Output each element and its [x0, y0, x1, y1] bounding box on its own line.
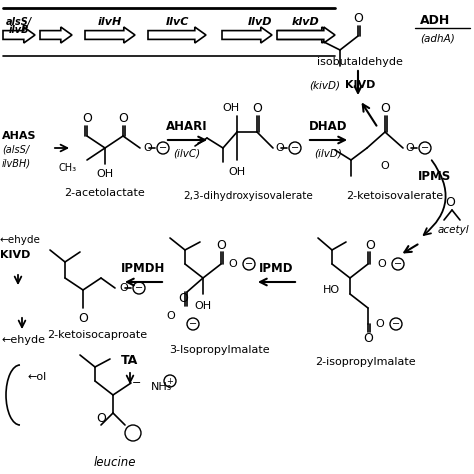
Text: alsS/: alsS/	[6, 17, 32, 27]
Text: AHAS: AHAS	[2, 131, 36, 141]
Text: DHAD: DHAD	[309, 119, 347, 133]
Text: TA: TA	[121, 354, 138, 366]
Text: ←ehyde: ←ehyde	[0, 235, 41, 245]
Polygon shape	[3, 27, 35, 43]
Text: ←ehyde: ←ehyde	[2, 335, 46, 345]
Text: ilvBH): ilvBH)	[2, 158, 31, 168]
Text: klvD: klvD	[292, 17, 320, 27]
FancyArrowPatch shape	[424, 160, 446, 235]
Text: 3-Isopropylmalate: 3-Isopropylmalate	[170, 345, 270, 355]
Text: ADH: ADH	[420, 13, 450, 27]
Text: 2-isopropylmalate: 2-isopropylmalate	[315, 357, 415, 367]
Text: NH₃: NH₃	[151, 382, 173, 392]
Text: −: −	[132, 378, 142, 388]
Text: O: O	[353, 11, 363, 25]
Polygon shape	[85, 27, 135, 43]
Text: O: O	[378, 259, 386, 269]
Polygon shape	[148, 27, 206, 43]
Text: O: O	[228, 259, 237, 269]
Text: (alsS/: (alsS/	[2, 145, 29, 155]
Polygon shape	[278, 27, 333, 43]
Text: O: O	[119, 283, 128, 293]
Text: IPMS: IPMS	[418, 170, 451, 182]
Text: acetyl: acetyl	[437, 225, 469, 235]
Text: −: −	[421, 143, 429, 153]
Text: O: O	[178, 292, 188, 304]
Text: O: O	[118, 111, 128, 125]
Polygon shape	[277, 27, 335, 43]
Text: O: O	[445, 197, 455, 210]
Text: 2-ketoisovalerate: 2-ketoisovalerate	[346, 191, 444, 201]
Polygon shape	[40, 27, 72, 43]
Text: −: −	[135, 283, 143, 293]
Text: isobutaldehyde: isobutaldehyde	[317, 57, 403, 67]
Text: OH: OH	[222, 103, 239, 113]
Text: O: O	[166, 311, 175, 321]
Text: KIVD: KIVD	[345, 80, 375, 90]
Text: −: −	[159, 143, 167, 153]
Text: −: −	[394, 259, 402, 269]
Text: CH₃: CH₃	[59, 163, 77, 173]
Text: O: O	[375, 319, 384, 329]
Text: O: O	[405, 143, 414, 153]
Text: O: O	[143, 143, 152, 153]
Text: (ilvD): (ilvD)	[314, 148, 342, 158]
Text: OH: OH	[228, 167, 246, 177]
Text: O: O	[365, 238, 375, 252]
Text: O: O	[96, 412, 106, 426]
Text: O: O	[381, 161, 389, 171]
Text: 2-ketoisocaproate: 2-ketoisocaproate	[47, 330, 147, 340]
Text: −: −	[245, 259, 253, 269]
Text: ilvH: ilvH	[98, 17, 122, 27]
Text: IlvD: IlvD	[248, 17, 272, 27]
Text: IPMDH: IPMDH	[121, 262, 165, 274]
Text: IPMD: IPMD	[259, 262, 293, 274]
Text: −: −	[291, 143, 299, 153]
Text: 2-acetolactate: 2-acetolactate	[64, 188, 146, 198]
Text: (ilvC): (ilvC)	[173, 148, 201, 158]
Text: IlvC: IlvC	[165, 17, 189, 27]
Text: O: O	[380, 101, 390, 115]
Text: −: −	[189, 319, 197, 329]
Text: +: +	[166, 376, 173, 385]
Text: O: O	[216, 238, 226, 252]
Text: (adhA): (adhA)	[420, 33, 455, 43]
Text: OH: OH	[194, 301, 211, 311]
Text: KIVD: KIVD	[0, 250, 30, 260]
Text: O: O	[78, 311, 88, 325]
Text: ilvB: ilvB	[9, 25, 29, 35]
Text: O: O	[82, 111, 92, 125]
Text: OH: OH	[96, 169, 114, 179]
Polygon shape	[222, 27, 272, 43]
Text: O: O	[363, 331, 373, 345]
Text: (kivD): (kivD)	[309, 80, 340, 90]
Text: leucine: leucine	[94, 456, 136, 470]
Text: 2,3-dihydroxyisovalerate: 2,3-dihydroxyisovalerate	[183, 191, 313, 201]
Text: O: O	[252, 101, 262, 115]
Text: AHARI: AHARI	[166, 119, 208, 133]
Text: HO: HO	[323, 285, 340, 295]
Text: −: −	[392, 319, 400, 329]
Text: O: O	[275, 143, 284, 153]
Text: ←ol: ←ol	[28, 372, 47, 382]
